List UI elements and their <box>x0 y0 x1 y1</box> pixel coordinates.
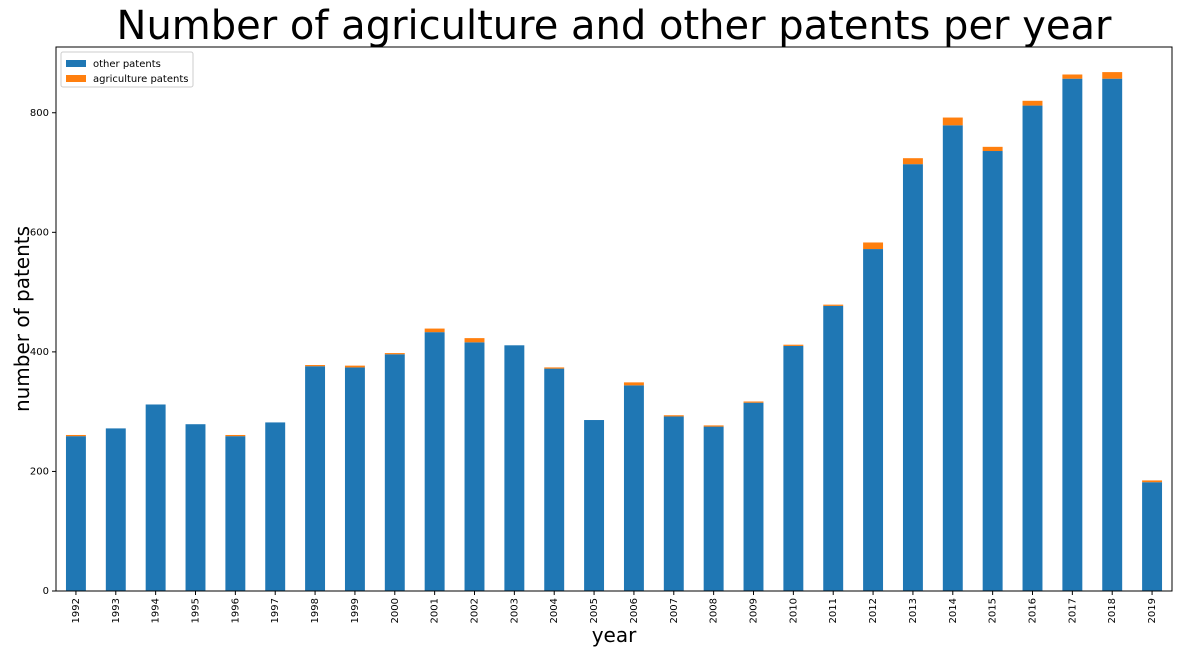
x-axis-ticks: 1992 1993 1994 1995 1996 1997 1998 1999 2000 2001… <box>71 591 1158 623</box>
x-tick-label: 2002 <box>470 598 481 623</box>
bar-other-patents-2014 <box>943 125 963 591</box>
bar-agriculture-patents-2011 <box>823 305 843 306</box>
x-tick-label: 1999 <box>350 598 361 623</box>
bar-agriculture-patents-2007 <box>664 415 684 416</box>
chart-title: Number of agriculture and other patents … <box>117 3 1112 49</box>
x-axis-label: year <box>592 623 637 647</box>
bar-other-patents-1997 <box>265 422 285 591</box>
x-tick-label: 2005 <box>589 598 600 623</box>
x-tick-label: 2009 <box>749 598 760 623</box>
bar-agriculture-patents-2004 <box>544 367 564 368</box>
bar-other-patents-1994 <box>146 404 166 591</box>
bar-other-patents-2010 <box>783 346 803 591</box>
x-tick-label: 1997 <box>270 598 281 623</box>
bar-other-patents-2012 <box>863 249 883 591</box>
bar-other-patents-1999 <box>345 367 365 591</box>
bar-other-patents-1993 <box>106 428 126 591</box>
x-tick-label: 2001 <box>430 598 441 623</box>
x-tick-label: 2013 <box>908 598 919 623</box>
bar-other-patents-2001 <box>425 332 445 591</box>
plot-frame <box>56 47 1172 591</box>
bar-agriculture-patents-2018 <box>1102 72 1122 79</box>
bar-agriculture-patents-2000 <box>385 353 405 354</box>
x-tick-label: 2010 <box>788 598 799 623</box>
bar-agriculture-patents-2016 <box>1023 101 1043 106</box>
x-tick-label: 2006 <box>629 598 640 623</box>
bar-other-patents-2011 <box>823 306 843 591</box>
bar-other-patents-1995 <box>186 424 206 591</box>
x-tick-label: 2018 <box>1107 598 1118 623</box>
plot-area <box>56 47 1172 591</box>
x-tick-label: 2000 <box>390 598 401 623</box>
x-tick-label: 2008 <box>709 598 720 623</box>
bar-other-patents-1998 <box>305 366 325 591</box>
bar-agriculture-patents-1998 <box>305 365 325 366</box>
bar-agriculture-patents-2010 <box>783 345 803 346</box>
x-tick-label: 2004 <box>549 598 560 623</box>
bar-other-patents-1996 <box>225 436 245 591</box>
bar-agriculture-patents-2002 <box>465 338 485 342</box>
bar-agriculture-patents-2014 <box>943 118 963 126</box>
bar-other-patents-2005 <box>584 420 604 591</box>
x-tick-label: 1995 <box>191 598 202 623</box>
bar-agriculture-patents-1996 <box>225 435 245 436</box>
x-tick-label: 1998 <box>310 598 321 623</box>
bar-other-patents-2002 <box>465 342 485 591</box>
x-tick-label: 2017 <box>1067 598 1078 623</box>
bar-agriculture-patents-1999 <box>345 366 365 368</box>
bar-agriculture-patents-2009 <box>744 401 764 402</box>
bar-other-patents-2013 <box>903 164 923 591</box>
bar-other-patents-2008 <box>704 427 724 591</box>
x-tick-label: 2016 <box>1028 598 1039 623</box>
legend: other patents agriculture patents <box>61 52 193 87</box>
x-tick-label: 2007 <box>669 598 680 623</box>
x-tick-label: 1994 <box>151 598 162 623</box>
bar-agriculture-patents-2013 <box>903 158 923 164</box>
x-tick-label: 1992 <box>71 598 82 623</box>
bar-agriculture-patents-2017 <box>1062 74 1082 78</box>
y-tick-label: 200 <box>30 466 49 477</box>
x-tick-label: 2015 <box>988 598 999 623</box>
legend-label-other-patents: other patents <box>93 59 161 70</box>
y-tick-label: 800 <box>30 108 49 119</box>
bar-agriculture-patents-2012 <box>863 242 883 249</box>
bar-other-patents-2009 <box>744 403 764 591</box>
bar-other-patents-2004 <box>544 369 564 591</box>
x-tick-label: 1993 <box>111 598 122 623</box>
bar-other-patents-2019 <box>1142 482 1162 591</box>
bar-other-patents-2006 <box>624 385 644 591</box>
bar-agriculture-patents-2001 <box>425 329 445 333</box>
bar-other-patents-2007 <box>664 416 684 591</box>
x-tick-label: 2012 <box>868 598 879 623</box>
x-tick-label: 2014 <box>948 598 959 623</box>
x-tick-label: 2003 <box>509 598 520 623</box>
x-tick-label: 1996 <box>230 598 241 623</box>
bar-other-patents-1992 <box>66 436 86 591</box>
bar-other-patents-2016 <box>1023 106 1043 591</box>
bar-agriculture-patents-1992 <box>66 435 86 436</box>
legend-label-agriculture-patents: agriculture patents <box>93 74 188 85</box>
bar-other-patents-2000 <box>385 354 405 591</box>
y-tick-label: 0 <box>43 586 49 597</box>
bar-agriculture-patents-2008 <box>704 425 724 426</box>
bar-agriculture-patents-2006 <box>624 382 644 385</box>
bar-other-patents-2018 <box>1102 79 1122 591</box>
y-axis-label: number of patents <box>10 226 34 412</box>
x-tick-label: 2011 <box>828 598 839 623</box>
bar-agriculture-patents-2015 <box>983 147 1003 151</box>
legend-swatch-other-patents <box>66 60 86 67</box>
bar-agriculture-patents-2019 <box>1142 480 1162 482</box>
x-tick-label: 2019 <box>1147 598 1158 623</box>
legend-swatch-agriculture-patents <box>66 75 86 82</box>
bar-other-patents-2015 <box>983 151 1003 591</box>
bar-other-patents-2017 <box>1062 79 1082 591</box>
bar-other-patents-2003 <box>504 345 524 591</box>
